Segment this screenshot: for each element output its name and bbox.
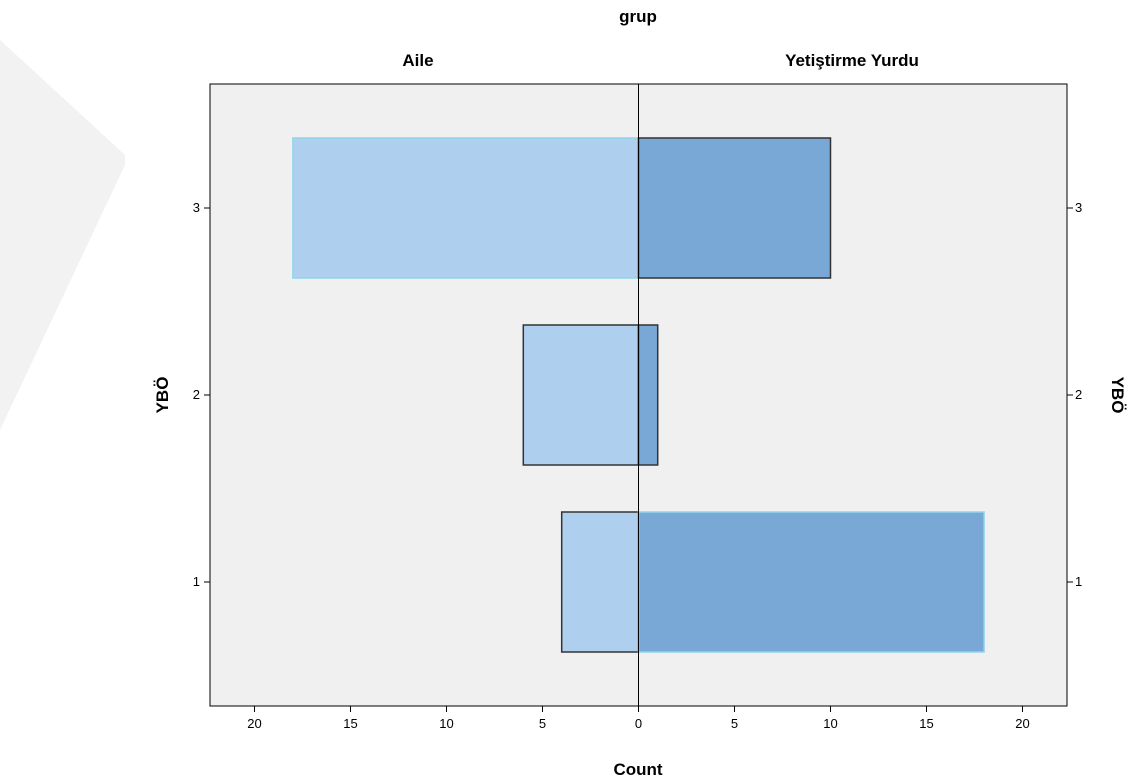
bar-left-1 — [560, 511, 640, 653]
x-tick-label-6: 10 — [823, 716, 837, 731]
bars-group — [292, 137, 985, 653]
bar-left-2 — [522, 324, 640, 466]
x-axis-label: Count — [613, 760, 662, 779]
y-tick-label-left-3: 3 — [193, 200, 200, 215]
x-tick-label-1: 15 — [343, 716, 357, 731]
y-ticks-right: 3 2 1 — [1067, 200, 1082, 589]
y-tick-label-left-1: 1 — [193, 574, 200, 589]
watermark-shape — [0, 40, 125, 430]
x-tick-label-5: 5 — [731, 716, 738, 731]
bar-right-2 — [637, 324, 659, 466]
y-tick-label-right-3: 3 — [1075, 200, 1082, 215]
x-tick-label-8: 20 — [1015, 716, 1029, 731]
bar-right-3 — [637, 137, 832, 279]
chart-title: grup — [619, 7, 657, 26]
x-tick-label-3: 5 — [539, 716, 546, 731]
y-tick-label-right-1: 1 — [1075, 574, 1082, 589]
y-tick-label-right-2: 2 — [1075, 387, 1082, 402]
panel-label-left: Aile — [402, 51, 433, 70]
x-tick-label-4: 0 — [635, 716, 642, 731]
x-tick-label-7: 15 — [919, 716, 933, 731]
x-tick-label-2: 10 — [439, 716, 453, 731]
x-tick-label-0: 20 — [247, 716, 261, 731]
bar-left-3 — [292, 137, 640, 279]
x-ticks: 20 15 10 5 0 5 10 15 20 — [247, 706, 1030, 731]
y-tick-label-left-2: 2 — [193, 387, 200, 402]
y-axis-label-left: YBÖ — [153, 377, 172, 414]
bar-right-1 — [637, 511, 985, 653]
y-ticks-left: 3 2 1 — [193, 200, 210, 589]
panel-label-right: Yetiştirme Yurdu — [785, 51, 919, 70]
y-axis-label-right: YBÖ — [1108, 377, 1127, 414]
